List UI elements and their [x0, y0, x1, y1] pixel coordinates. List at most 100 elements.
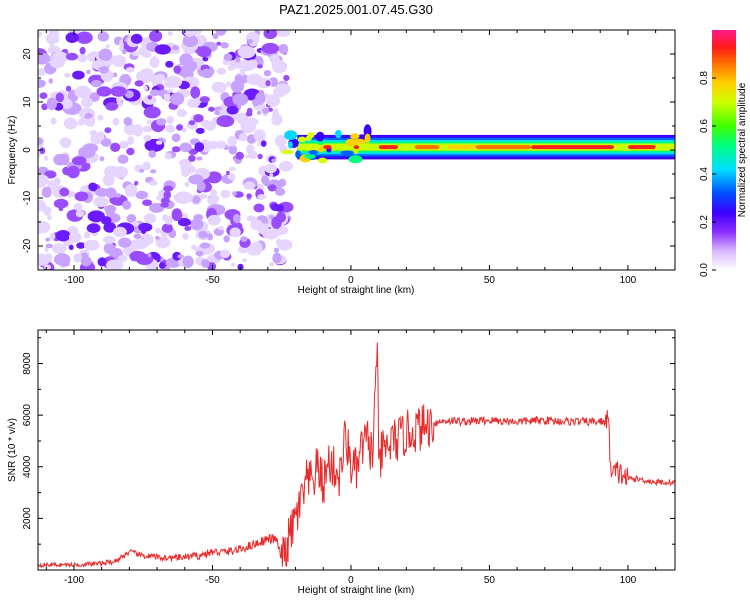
noise-cell: [43, 264, 52, 270]
noise-cell: [76, 242, 86, 249]
y-tick-label: 8000: [22, 352, 33, 375]
noise-cell: [38, 79, 46, 88]
x-tick-label: 50: [484, 275, 496, 286]
noise-cell: [194, 142, 205, 152]
colorbar-tick-label: 0.4: [699, 167, 710, 181]
noise-cell: [156, 118, 167, 126]
noise-cell: [102, 173, 115, 187]
signal-cell: [315, 131, 325, 142]
noise-cell: [90, 116, 95, 123]
noise-cell: [103, 235, 116, 244]
noise-cell: [41, 103, 48, 111]
noise-cell: [95, 187, 109, 197]
noise-cell: [188, 154, 196, 162]
noise-cell: [256, 64, 263, 69]
noise-cell: [263, 70, 272, 77]
noise-cell: [256, 110, 262, 115]
colorbar-ticks: 0.0 0.2 0.4 0.6 0.8: [699, 71, 716, 277]
snr-ylabel: SNR (10 * v/v): [7, 418, 18, 482]
noise-cell: [246, 193, 252, 199]
signal-cell: [284, 130, 298, 141]
noise-cell: [73, 202, 83, 211]
colorbar-tick-label: 0.8: [699, 71, 710, 85]
noise-cell: [235, 151, 244, 160]
noise-cell: [233, 62, 242, 69]
noise-cell: [179, 142, 192, 153]
x-tick-label: 0: [348, 275, 354, 286]
noise-cell: [59, 260, 70, 267]
noise-cell: [196, 156, 203, 161]
snr-series: [38, 342, 675, 569]
noise-cell: [126, 147, 135, 156]
signal-peak: [475, 145, 531, 150]
signal-cell: [305, 135, 312, 142]
noise-cell: [141, 229, 147, 235]
noise-cell: [195, 127, 205, 134]
signal-cell: [318, 157, 327, 164]
noise-cell: [188, 174, 204, 185]
noise-cell: [212, 33, 219, 40]
noise-cell: [146, 119, 152, 125]
noise-cell: [216, 41, 222, 46]
noise-cell: [163, 93, 171, 102]
noise-cell: [176, 109, 187, 117]
x-tick-label: 0: [348, 575, 354, 586]
noise-cell: [182, 34, 198, 48]
noise-cell: [198, 230, 208, 239]
noise-cell: [97, 31, 110, 42]
noise-cell: [149, 180, 158, 186]
signal-cell: [340, 150, 354, 156]
noise-cell: [141, 51, 152, 58]
signal-cell: [297, 136, 307, 143]
noise-cell: [250, 219, 263, 231]
noise-cell: [278, 48, 286, 53]
noise-cell: [150, 169, 157, 174]
noise-cell: [132, 221, 140, 227]
noise-cell: [65, 32, 79, 43]
noise-cell: [136, 70, 155, 83]
noise-cell: [142, 125, 153, 133]
noise-cell: [220, 189, 231, 199]
noise-cell: [246, 73, 263, 86]
noise-cell: [246, 107, 253, 114]
noise-cell: [216, 115, 235, 128]
noise-cell: [42, 206, 52, 216]
noise-cell: [97, 257, 107, 267]
noise-cell: [66, 165, 80, 179]
noise-cell: [123, 123, 136, 136]
noise-cell: [53, 198, 69, 209]
signal-cell: [308, 150, 319, 155]
noise-cell: [99, 156, 105, 162]
signal-peak: [323, 145, 332, 150]
noise-cell: [229, 227, 241, 238]
noise-cell: [215, 140, 227, 150]
noise-cell: [211, 81, 227, 93]
noise-cell: [232, 93, 249, 106]
snr-axes: -100 -50 0 50 100 2000 4000 6000 8000: [22, 330, 675, 586]
noise-cell: [105, 102, 119, 111]
noise-cell: [91, 232, 99, 237]
noise-cell: [143, 85, 148, 91]
noise-cell: [124, 90, 134, 99]
noise-cell: [273, 86, 286, 98]
noise-cell: [156, 195, 162, 200]
signal-peak: [378, 145, 399, 150]
noise-cell: [38, 253, 50, 266]
y-tick-label: 10: [22, 96, 33, 108]
noise-cell: [38, 152, 41, 158]
noise-cell: [105, 44, 110, 49]
noise-cell: [271, 158, 276, 163]
y-tick-label: 2000: [22, 507, 33, 530]
noise-cell: [161, 223, 173, 233]
noise-cell: [180, 164, 196, 175]
noise-cell: [238, 133, 248, 142]
noise-cell: [187, 98, 200, 108]
noise-cell: [226, 81, 232, 87]
x-tick-label: -50: [205, 275, 220, 286]
noise-cell: [253, 203, 265, 213]
noise-cell: [262, 107, 270, 114]
noise-cell: [155, 236, 171, 249]
noise-cell: [38, 31, 42, 37]
noise-cell: [195, 250, 204, 257]
y-tick-label: 6000: [22, 404, 33, 427]
